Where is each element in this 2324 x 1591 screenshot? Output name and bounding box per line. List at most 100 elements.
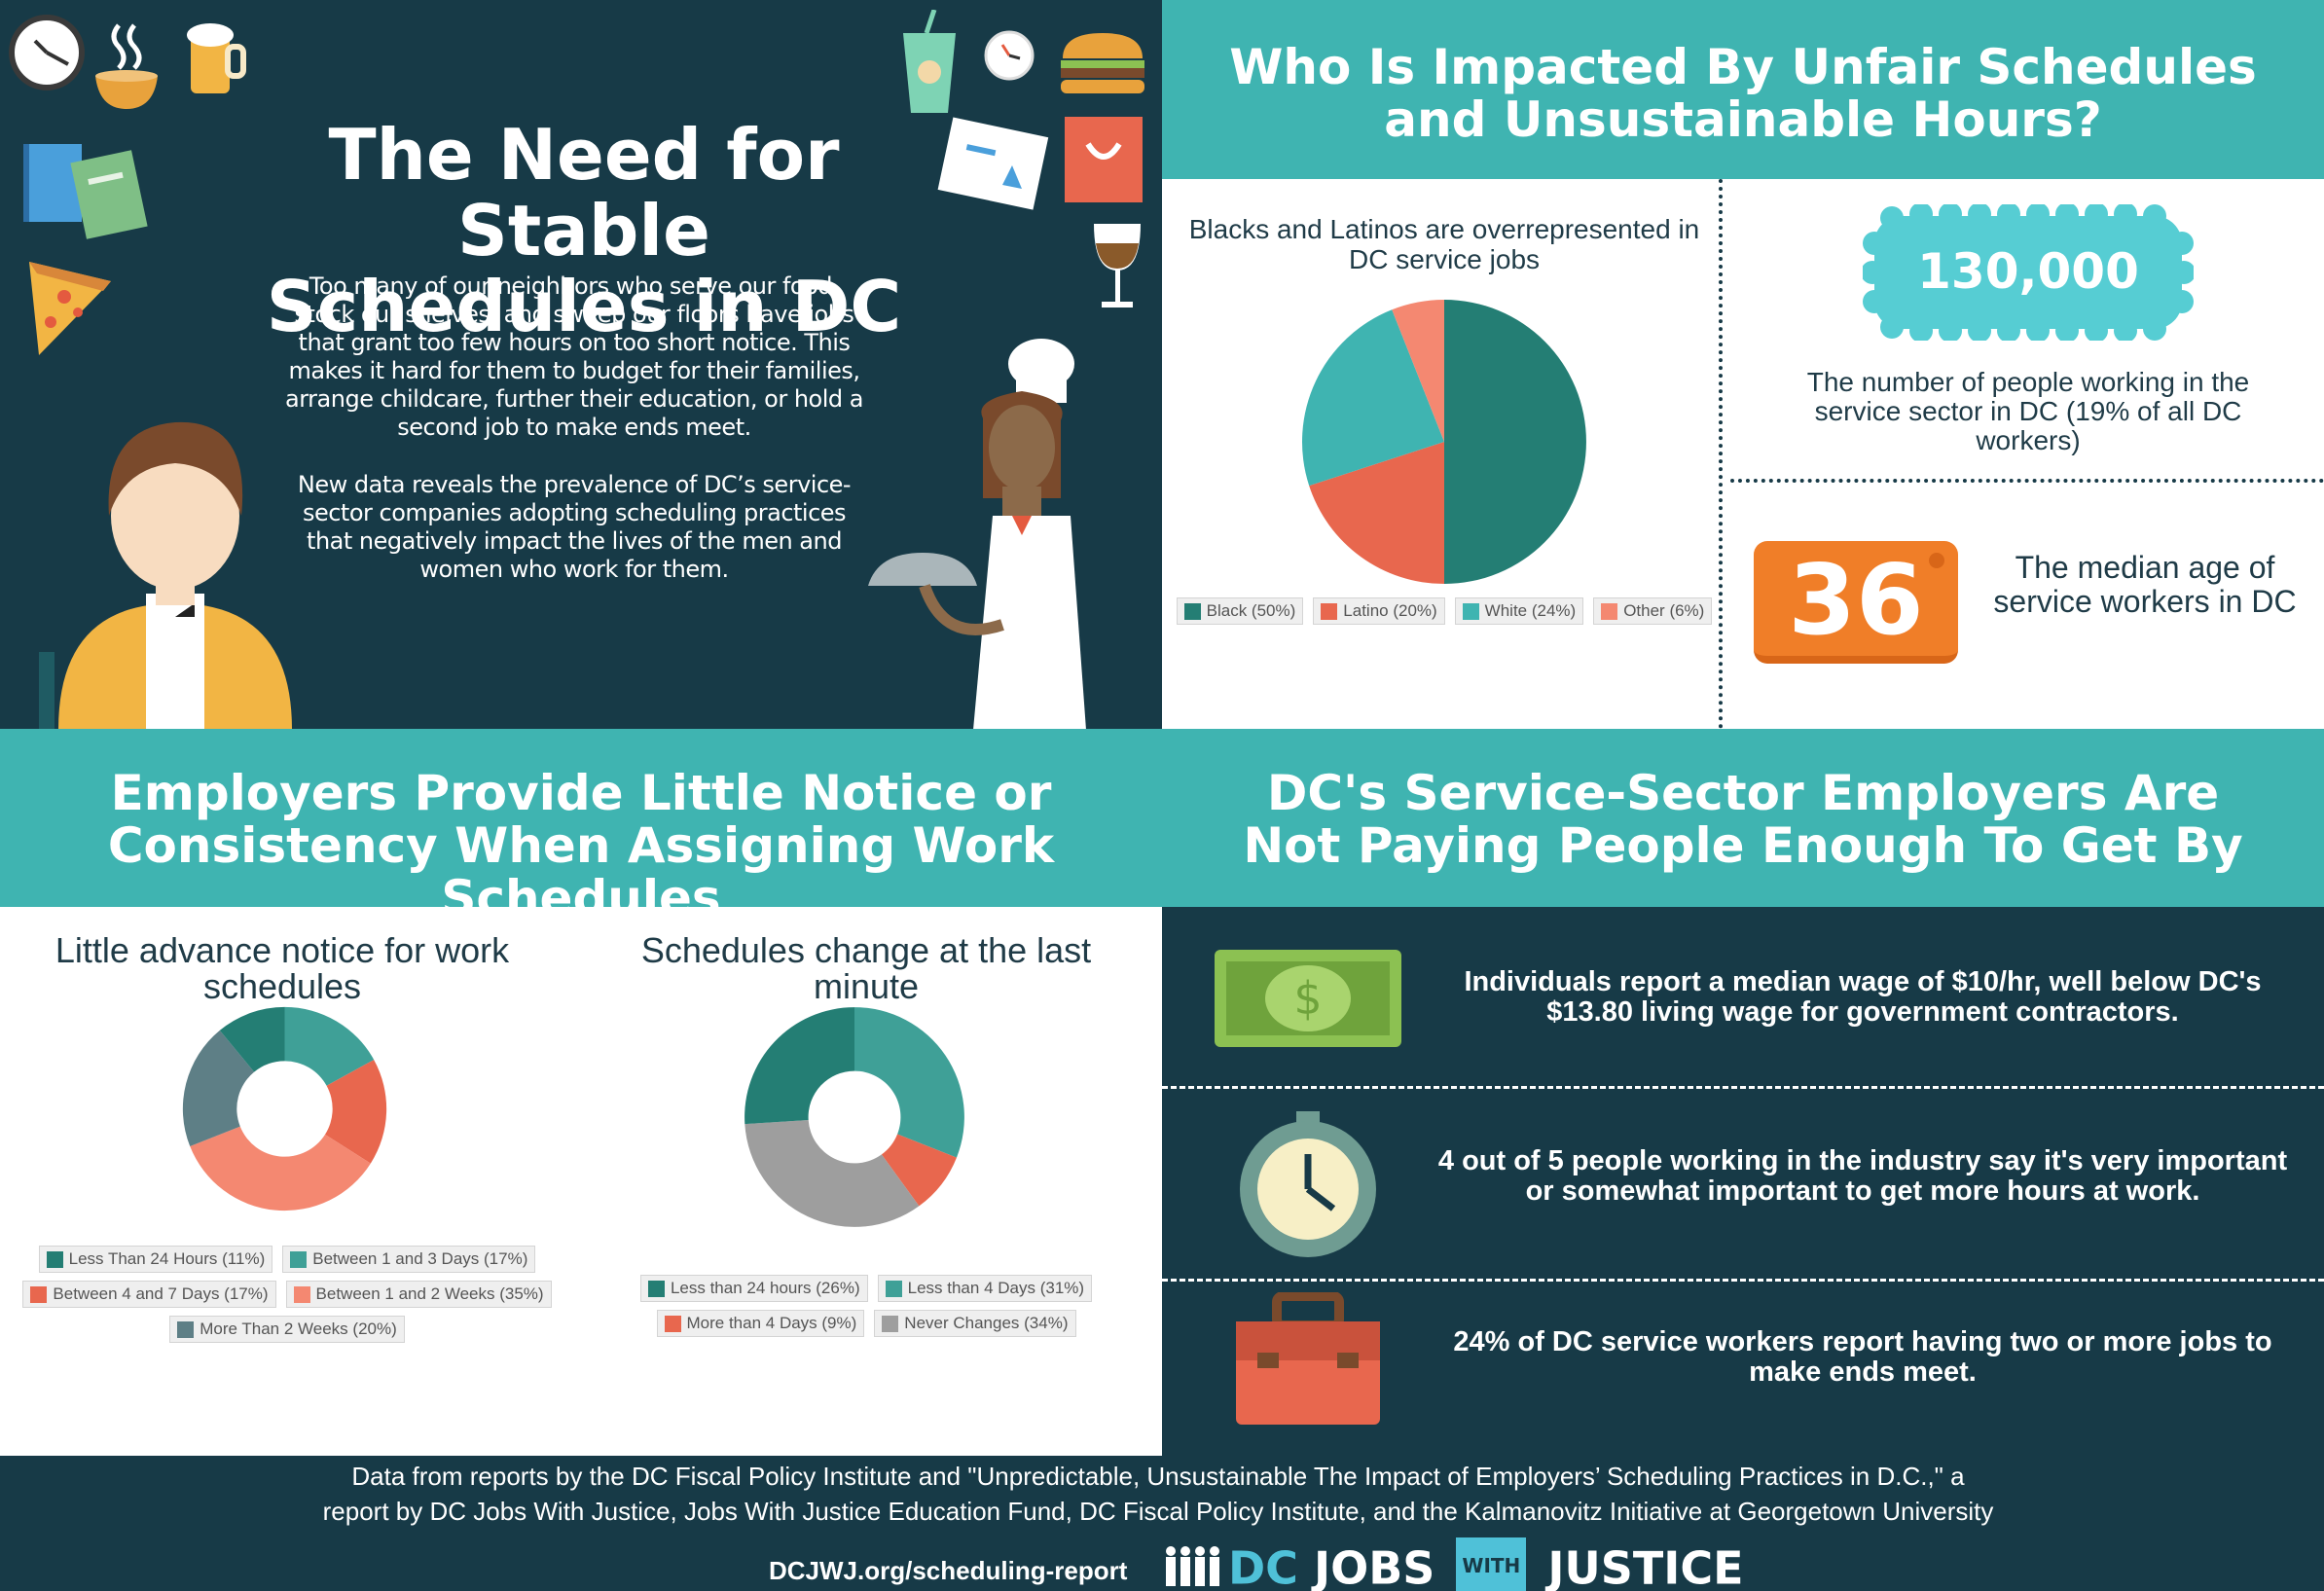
hero-panel: The Need for Stable Schedules in DC Too … (0, 0, 1162, 729)
legend-swatch (1601, 602, 1618, 620)
legend-label: Other (6%) (1623, 601, 1705, 620)
pie-slice-4 (190, 1126, 371, 1211)
books-icon (23, 144, 148, 239)
dollar-bill-icon: $ (1215, 950, 1401, 1047)
legend-item-3: Between 4 and 7 Days (17%) (22, 1281, 276, 1308)
notice-title: Employers Provide Little Notice or Consi… (0, 767, 1162, 907)
legend-swatch (30, 1285, 48, 1303)
briefcase-icon (1236, 1292, 1380, 1425)
badge-dot (1929, 553, 1944, 568)
race-pie-chart (1302, 300, 1586, 584)
notice-title-line1: Employers Provide Little Notice or (110, 765, 1052, 821)
advance-notice-donut-chart (182, 1006, 387, 1211)
hero-title-line1: The Need for Stable (328, 114, 840, 271)
legend-swatch (293, 1285, 310, 1303)
notice-section-header: Employers Provide Little Notice or Consi… (0, 729, 1162, 907)
pie-slice-5 (182, 1030, 255, 1147)
legend-label: More than 4 Days (9%) (686, 1314, 857, 1332)
people-logo-icon (1166, 1546, 1219, 1586)
footer-source-line1: Data from reports by the DC Fiscal Polic… (351, 1462, 1965, 1491)
logo-justice: JUSTICE (1547, 1541, 1744, 1591)
pie-slice-2 (1309, 442, 1444, 584)
legend-swatch (1183, 602, 1201, 620)
legend-swatch (177, 1320, 195, 1338)
legend-item-3: White (24%) (1454, 597, 1584, 625)
notice-title-line2: Consistency When Assigning Work Schedule… (107, 817, 1055, 907)
legend-label: Less than 24 hours (26%) (670, 1279, 860, 1297)
legend-item-1: Black (50%) (1176, 597, 1304, 625)
stat-36-caption: The median age of service workers in DC (1993, 550, 2297, 619)
legend-label: More Than 2 Weeks (20%) (200, 1320, 397, 1338)
scalloped-badge-shape (1863, 204, 2194, 341)
legend-swatch (882, 1315, 899, 1332)
clock-icon (9, 15, 85, 90)
logo-with: WITH (1456, 1537, 1527, 1591)
pie-slice-4 (744, 1119, 920, 1227)
beer-mug-icon (187, 23, 246, 93)
legend-label: Never Changes (34%) (904, 1314, 1069, 1332)
soda-cup-icon (903, 10, 956, 113)
pay-title: DC's Service-Sector Employers Are Not Pa… (1162, 767, 2324, 872)
report-url-link[interactable]: DCJWJ.org/scheduling-report (769, 1556, 1128, 1585)
wage-statement: Individuals report a median wage of $10/… (1464, 966, 2262, 1028)
legend-item-2: Latino (20%) (1313, 597, 1445, 625)
two-jobs-statement: 24% of DC service workers report having … (1453, 1326, 2272, 1388)
legend-swatch (647, 1280, 665, 1297)
pie-slice-1 (1444, 300, 1586, 584)
footer: Data from reports by the DC Fiscal Polic… (0, 1456, 2324, 1591)
legend-label: Less than 4 Days (31%) (907, 1279, 1085, 1297)
pay-title-line1: DC's Service-Sector Employers Are (1266, 765, 2220, 821)
last-minute-chart-title: Schedules change at the last minute (640, 930, 1092, 1006)
burger-icon (1061, 33, 1144, 93)
svg-text:$: $ (1293, 972, 1322, 1025)
legend-item-4: Other (6%) (1593, 597, 1713, 625)
pie-slice-1 (744, 1007, 854, 1125)
waiter-illustration (39, 421, 292, 729)
notice-section-body: Little advance notice for work schedules… (0, 907, 1162, 1456)
hero-paragraph-1: Too many of our neighbors who serve our … (285, 272, 863, 441)
dc-jobs-with-justice-logo[interactable]: DC JOBS WITH JUSTICE (1228, 1537, 1744, 1591)
race-chart-title: Blacks and Latinos are overrepresented i… (1188, 214, 1700, 274)
hero-paragraph-2: New data reveals the prevalence of DC’s … (297, 471, 852, 583)
legend-label: Less Than 24 Hours (11%) (68, 1249, 266, 1268)
stat-36-badge: 36 (1754, 541, 1962, 668)
legend-label: Latino (20%) (1343, 601, 1437, 620)
legend-item-4: Never Changes (34%) (874, 1310, 1076, 1337)
footer-source-line2: report by DC Jobs With Justice, Jobs Wit… (322, 1497, 1994, 1526)
impact-title-line2: and Unsustainable Hours? (1384, 91, 2102, 148)
logo-jobs: JOBS (1313, 1541, 1435, 1591)
chef-illustration (868, 339, 1086, 729)
pay-section-header: DC's Service-Sector Employers Are Not Pa… (1162, 729, 2324, 907)
pie-slice-3 (881, 1134, 957, 1207)
legend-swatch (46, 1250, 63, 1268)
shopping-bag-icon (1065, 117, 1143, 202)
horizontal-divider (1730, 479, 2324, 483)
logo-dc: DC (1228, 1541, 1298, 1591)
legend-swatch (1321, 602, 1338, 620)
impact-section-header: Who Is Impacted By Unfair Schedules and … (1162, 0, 2324, 179)
pie-slice-4 (1392, 300, 1444, 442)
impact-title-line1: Who Is Impacted By Unfair Schedules (1229, 39, 2257, 95)
legend-item-1: Less Than 24 Hours (11%) (38, 1246, 273, 1273)
legend-swatch (664, 1315, 681, 1332)
legend-item-2: Between 1 and 3 Days (17%) (282, 1246, 536, 1273)
race-chart-legend: Black (50%) Latino (20%) White (24%) Other … (1172, 597, 1717, 625)
pay-title-line2: Not Paying People Enough To Get By (1243, 817, 2243, 874)
legend-item-3: More than 4 Days (9%) (656, 1310, 865, 1337)
hours-statement: 4 out of 5 people working in the industr… (1437, 1145, 2288, 1207)
pie-slice-2 (284, 1006, 375, 1086)
impact-title: Who Is Impacted By Unfair Schedules and … (1162, 41, 2324, 146)
advance-notice-chart-title: Little advance notice for work schedules (54, 930, 510, 1006)
legend-swatch (885, 1280, 902, 1297)
alarm-clock-icon (984, 30, 1035, 81)
legend-item-4: Between 1 and 2 Weeks (35%) (285, 1281, 552, 1308)
last-minute-legend: Less than 24 hours (26%) Less than 4 Days… (623, 1275, 1109, 1337)
notebook-chart-icon (937, 117, 1049, 210)
hero-title: The Need for Stable Schedules in DC (195, 117, 973, 344)
advance-notice-legend: Less Than 24 Hours (11%) Between 1 and 3 … (10, 1246, 564, 1343)
legend-label: Between 4 and 7 Days (17%) (53, 1284, 269, 1303)
legend-item-5: More Than 2 Weeks (20%) (169, 1316, 405, 1343)
pay-divider-1 (1162, 1086, 2324, 1089)
hero-title-line2: Schedules in DC (266, 266, 902, 347)
legend-item-2: Less than 4 Days (31%) (877, 1275, 1093, 1302)
